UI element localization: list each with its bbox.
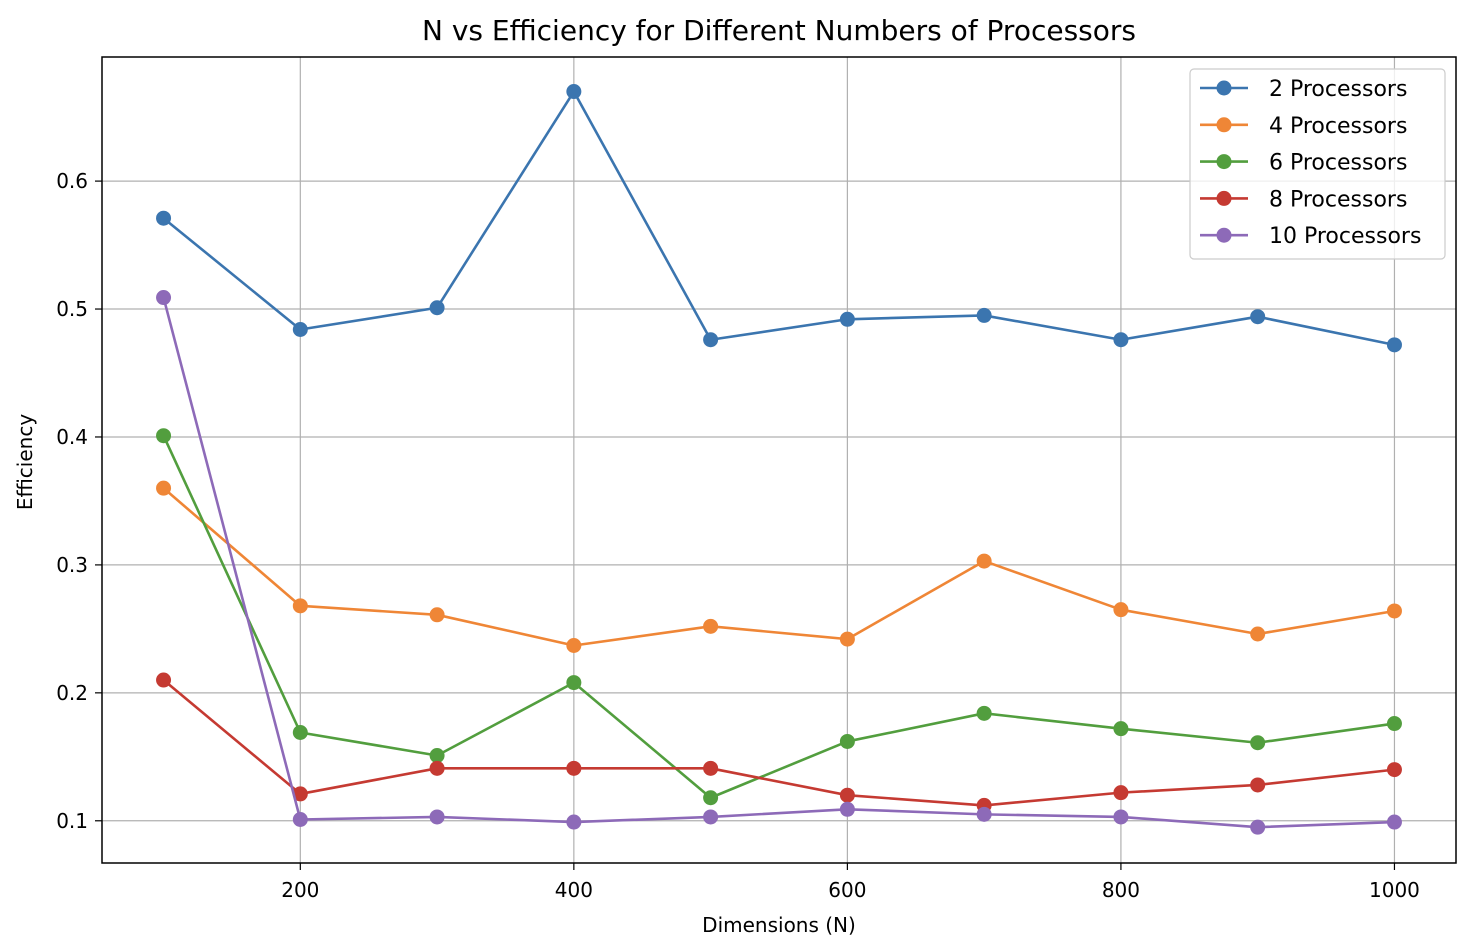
y-tick-label: 0.2 — [56, 681, 88, 705]
series-2 — [156, 480, 1402, 654]
legend-item: 2 Processors — [1200, 77, 1407, 102]
data-point — [839, 801, 855, 817]
y-tick-label: 0.5 — [56, 297, 88, 321]
y-tick-label: 0.1 — [56, 809, 88, 833]
plot-frame — [101, 56, 1457, 864]
data-point — [292, 812, 308, 828]
data-point — [156, 428, 172, 444]
data-point — [566, 760, 582, 776]
legend-box — [1189, 68, 1446, 260]
data-point — [1113, 785, 1129, 801]
x-tick-label: 600 — [828, 878, 866, 902]
legend-label: 4 Processors — [1269, 114, 1407, 139]
data-point — [976, 705, 992, 721]
series-line — [162, 679, 1395, 807]
data-point — [1250, 777, 1266, 793]
data-point — [703, 760, 719, 776]
y-axis-title: Efficiency — [13, 414, 37, 511]
chart-title: N vs Efficiency for Different Numbers of… — [422, 14, 1136, 47]
data-point — [292, 322, 308, 338]
data-point — [1386, 716, 1402, 732]
x-tick-label: 200 — [281, 878, 319, 902]
data-point — [976, 307, 992, 323]
x-tick-label: 400 — [555, 878, 593, 902]
data-point — [1250, 819, 1266, 835]
data-point — [156, 290, 172, 306]
data-point — [1386, 603, 1402, 619]
data-point — [429, 300, 445, 316]
x-tick-label: 1000 — [1369, 878, 1420, 902]
legend-label: 6 Processors — [1269, 151, 1407, 176]
series-5 — [156, 290, 1402, 835]
data-point — [703, 332, 719, 348]
legend-marker — [1216, 190, 1232, 206]
data-point — [156, 672, 172, 688]
series-1 — [156, 84, 1402, 353]
data-point — [566, 84, 582, 100]
legend-marker — [1216, 227, 1232, 243]
data-point — [1250, 309, 1266, 325]
data-point — [1386, 814, 1402, 830]
data-point — [703, 809, 719, 825]
legend-label: 2 Processors — [1269, 77, 1407, 102]
axis-ticks: 200 400 600 800 1000 0.1 0.2 0.3 0.4 0.5 0.6 — [56, 169, 1420, 902]
y-tick-label: 0.3 — [56, 553, 88, 577]
legend-item: 4 Processors — [1200, 114, 1407, 139]
data-point — [429, 809, 445, 825]
data-point — [703, 790, 719, 806]
legend-item: 8 Processors — [1200, 187, 1407, 212]
series-line — [162, 487, 1395, 647]
data-point — [839, 631, 855, 647]
legend-label: 10 Processors — [1269, 224, 1421, 249]
data-point — [292, 725, 308, 741]
series-line — [162, 90, 1395, 347]
data-point — [429, 607, 445, 623]
data-point — [156, 480, 172, 496]
legend-item: 10 Processors — [1200, 224, 1421, 249]
data-point — [1386, 337, 1402, 353]
data-point — [1113, 721, 1129, 737]
x-axis-title: Dimensions (N) — [702, 913, 856, 937]
y-tick-label: 0.4 — [56, 425, 88, 449]
series-4 — [156, 672, 1402, 813]
series-layer — [156, 84, 1402, 835]
data-point — [1250, 735, 1266, 751]
data-point — [292, 598, 308, 614]
legend-item: 6 Processors — [1200, 151, 1407, 176]
legend: 2 Processors 4 Processors 6 Processors 8 Pr… — [1189, 68, 1446, 260]
x-tick-label: 800 — [1102, 878, 1140, 902]
series-line — [162, 297, 1395, 829]
data-point — [976, 553, 992, 569]
data-point — [1250, 626, 1266, 642]
y-tick-label: 0.6 — [56, 169, 88, 193]
data-point — [566, 675, 582, 691]
data-point — [429, 760, 445, 776]
data-point — [839, 787, 855, 803]
data-point — [429, 748, 445, 764]
data-point — [156, 210, 172, 226]
data-point — [976, 806, 992, 822]
data-point — [1386, 762, 1402, 778]
data-point — [1113, 332, 1129, 348]
data-point — [1113, 809, 1129, 825]
data-point — [839, 311, 855, 327]
data-point — [839, 733, 855, 749]
legend-marker — [1216, 80, 1232, 96]
data-point — [1113, 602, 1129, 618]
data-point — [566, 638, 582, 654]
data-point — [566, 814, 582, 830]
data-point — [703, 618, 719, 634]
legend-label: 8 Processors — [1269, 187, 1407, 212]
series-line — [162, 435, 1395, 800]
legend-marker — [1216, 154, 1232, 170]
legend-marker — [1216, 117, 1232, 133]
series-3 — [156, 428, 1402, 806]
data-point — [292, 786, 308, 802]
